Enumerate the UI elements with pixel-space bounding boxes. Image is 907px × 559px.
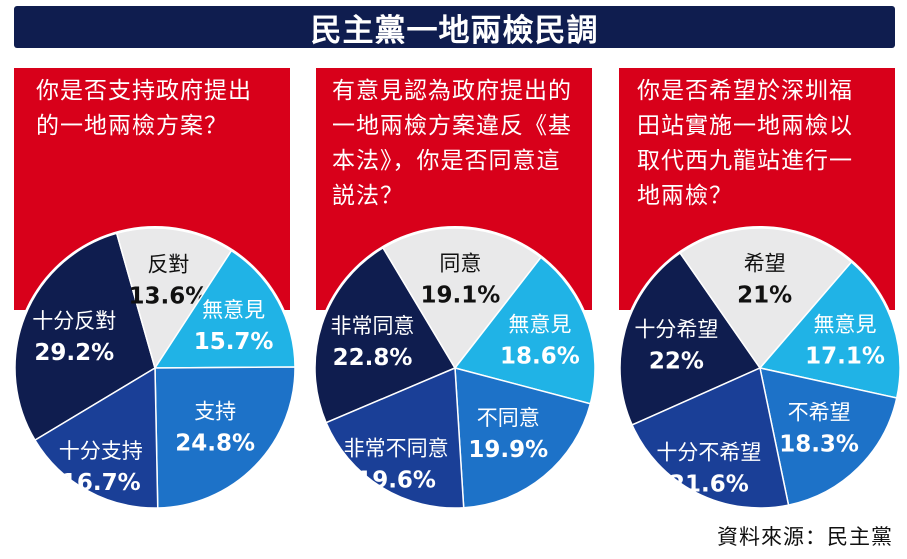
pie-slice	[631, 366, 790, 509]
question-line: 的一地兩檢方案？	[36, 113, 228, 139]
slice-label: 希望	[744, 252, 786, 276]
slice-label: 十分希望	[634, 318, 718, 342]
question-text-3: 你是否希望於深圳福 田站實施一地兩檢以 取代西九龍站進行一 地兩檢？	[637, 74, 853, 214]
pie-slice	[33, 366, 159, 509]
pie-slice	[382, 227, 542, 370]
pie-slice	[758, 260, 901, 399]
title-bar: 民主黨一地兩檢民調	[14, 6, 895, 49]
slice-value-label: 29.2%	[34, 340, 114, 366]
pie-slice	[153, 249, 296, 369]
slice-value-label: 13.6%	[129, 283, 209, 309]
slice-value-label: 19.9%	[468, 437, 548, 463]
slice-label: 無意見	[202, 298, 265, 322]
slice-label: 反對	[147, 252, 189, 276]
question-line: 田站實施一地兩檢以	[637, 113, 853, 139]
slice-value-label: 21%	[737, 283, 792, 309]
question-line: 有意見認為政府提出的	[332, 78, 572, 104]
slice-label: 不同意	[477, 406, 540, 430]
source-credit: 資料來源：民主黨	[717, 525, 893, 549]
slice-value-label: 18.6%	[500, 343, 580, 369]
slice-label: 同意	[439, 252, 481, 276]
slice-value-label: 18.3%	[779, 432, 859, 458]
pie-slice	[453, 256, 596, 405]
question-line: 一地兩檢方案違反《基	[332, 113, 572, 139]
slice-value-label: 24.8%	[175, 431, 255, 457]
pie-slice	[325, 366, 465, 509]
slice-label: 十分不希望	[656, 441, 761, 465]
pie-slice	[679, 227, 853, 370]
pie-chart-3: 十分希望 22% 希望 21% 無意見 17.1% 不希望 18.3% 十分不希望 21.6%	[618, 226, 902, 510]
question-line: 取代西九龍站進行一	[637, 148, 853, 174]
pie-slice	[154, 366, 296, 509]
slice-label: 非常同意	[331, 314, 415, 338]
slice-label: 非常不同意	[344, 436, 449, 460]
question-line: 地兩檢？	[637, 183, 733, 209]
pie-slice	[619, 251, 762, 426]
question-text-2: 有意見認為政府提出的 一地兩檢方案違反《基 本法》，你是否同意這 説法？	[332, 74, 572, 214]
pie-slice	[115, 227, 233, 370]
page-title: 民主黨一地兩檢民調	[310, 12, 599, 49]
slice-value-label: 15.7%	[194, 329, 274, 355]
slice-label: 十分反對	[32, 309, 116, 333]
slice-value-label: 19.6%	[356, 467, 436, 493]
question-line: 你是否支持政府提出	[36, 78, 252, 104]
question-line: 説法？	[332, 183, 404, 209]
pie-chart-1: 十分反對 29.2% 反對 13.6%無意見 15.7% 支持 24.8% 十分支持 16.7%	[13, 226, 297, 510]
pie-slice	[759, 367, 898, 506]
slice-value-label: 16.7%	[61, 470, 141, 496]
slice-value-label: 22.8%	[333, 345, 413, 371]
slice-value-label: 22%	[649, 349, 704, 375]
question-line: 本法》，你是否同意這	[332, 148, 561, 174]
pie-chart-2: 非常同意 22.8% 同意 19.1% 無意見 18.6% 不同意 19.9% 非常不同意 19.…	[313, 226, 597, 510]
slice-label: 無意見	[814, 313, 877, 337]
pie-slice	[454, 367, 592, 509]
question-text-1: 你是否支持政府提出 的一地兩檢方案？	[36, 74, 252, 144]
slice-label: 無意見	[508, 312, 571, 336]
question-line: 你是否希望於深圳福	[637, 78, 853, 104]
slice-label: 不希望	[788, 401, 851, 425]
slice-label: 支持	[194, 400, 236, 424]
slice-value-label: 21.6%	[669, 472, 749, 498]
slice-label: 十分支持	[59, 439, 143, 463]
pie-slice	[314, 246, 457, 424]
slice-value-label: 19.1%	[421, 283, 501, 309]
slice-value-label: 17.1%	[805, 344, 885, 370]
